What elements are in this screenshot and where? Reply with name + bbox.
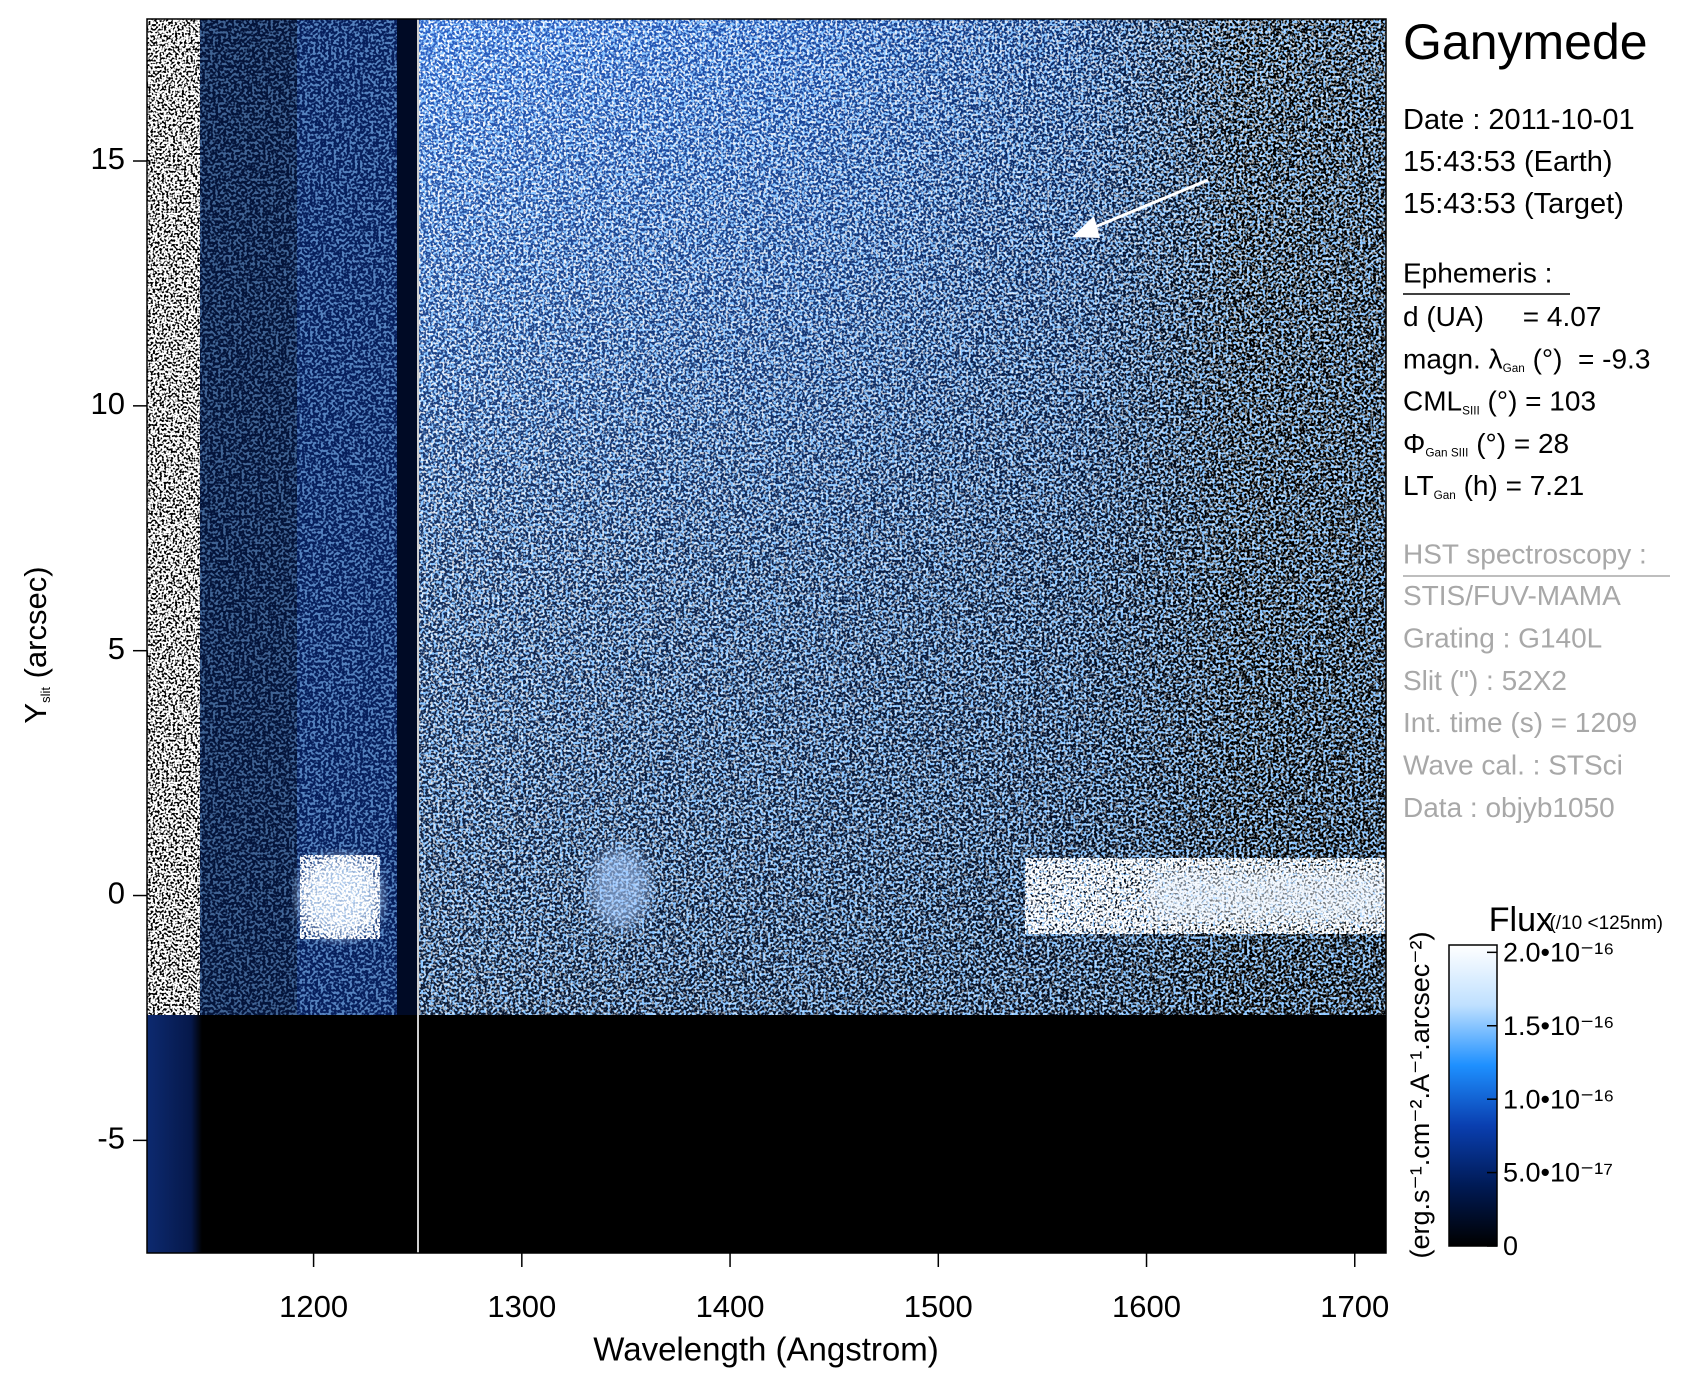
y-tick-label: 10	[91, 386, 125, 421]
date-line: Date : 2011-10-01	[1403, 104, 1635, 136]
x-tick-label: 1500	[904, 1289, 973, 1324]
ephemeris-line: ΦGan SIII (°) = 28	[1403, 428, 1569, 460]
hst-line: STIS/FUV-MAMA	[1403, 580, 1621, 611]
text-part: Grating : G140L	[1403, 623, 1602, 654]
text-part: Slit (") : 52X2	[1403, 665, 1567, 696]
image-speckle	[200, 19, 297, 1015]
spectrum-image	[147, 19, 1386, 1253]
colorbar-title: Flux	[1489, 901, 1553, 939]
arrow	[1089, 178, 1209, 231]
text-part: Date : 2011-10-01	[1403, 104, 1635, 136]
x-tick-label: 1600	[1112, 1289, 1181, 1324]
colorbar-label: (erg.s⁻¹.cm⁻².A⁻¹.arcsec⁻²)	[1405, 931, 1435, 1258]
text-part: CML	[1403, 386, 1462, 417]
text-part: (°) = 103	[1480, 386, 1596, 417]
y-tick-label: 15	[91, 141, 125, 176]
ephemeris-title: Ephemeris :	[1403, 257, 1552, 288]
colorbar-tick-label: 1.0•10⁻¹⁶	[1503, 1084, 1614, 1114]
x-tick-label: 1200	[279, 1289, 348, 1324]
arrow-head	[1072, 216, 1100, 238]
hst-line: Int. time (s) = 1209	[1403, 708, 1637, 739]
text-part: magn. λ	[1403, 344, 1503, 375]
text-part: Int. time (s) = 1209	[1403, 708, 1637, 739]
chart-title: Ganymede	[1403, 14, 1648, 70]
y-axis-label: Yslit (arcsec)	[18, 566, 53, 723]
plot-frame	[146, 18, 1387, 1254]
hst-line: Slit (") : 52X2	[1403, 665, 1567, 696]
text-part: Y	[18, 703, 53, 724]
y-tick-label: 5	[108, 631, 125, 666]
ephemeris-line: LTGan (h) = 7.21	[1403, 471, 1584, 503]
x-tick-label: 1300	[487, 1289, 556, 1324]
text-part: Φ	[1403, 428, 1425, 459]
text-part: Data : objyb1050	[1403, 792, 1615, 823]
image-speckle	[297, 19, 397, 1015]
image-speckle	[418, 19, 1386, 1015]
hst-line: Grating : G140L	[1403, 623, 1602, 654]
date-line: 15:43:53 (Target)	[1403, 188, 1624, 220]
y-tick-label: 0	[108, 876, 125, 911]
text-part: (h) = 7.21	[1456, 471, 1584, 502]
colorbar-note: (/10 <125nm)	[1549, 913, 1663, 934]
colorbar-tick-label: 1.5•10⁻¹⁶	[1503, 1011, 1614, 1041]
text-part: Wave cal. : STSci	[1403, 750, 1623, 781]
text-part: d (UA) = 4.07	[1403, 301, 1601, 332]
subscript: SIII	[1462, 405, 1480, 418]
text-part: LT	[1403, 471, 1434, 502]
hst-title: HST spectroscopy :	[1403, 538, 1647, 569]
x-tick-label: 1700	[1320, 1289, 1389, 1324]
ephemeris-line: d (UA) = 4.07	[1403, 301, 1601, 332]
text-part: (°) = 28	[1468, 428, 1569, 459]
ephemeris-line: magn. λGan (°) = -9.3	[1403, 344, 1650, 376]
date-line: 15:43:53 (Earth)	[1403, 146, 1613, 178]
hst-line: Data : objyb1050	[1403, 792, 1615, 823]
text-part: (arcsec)	[18, 566, 53, 687]
image-region	[147, 1015, 1386, 1253]
image-region	[397, 19, 418, 1015]
colorbar	[1448, 944, 1498, 1247]
x-tick-label: 1400	[696, 1289, 765, 1324]
x-axis-label: Wavelength (Angstrom)	[593, 1331, 938, 1368]
subscript: Gan	[1434, 489, 1456, 502]
colorbar-tick-label: 2.0•10⁻¹⁶	[1503, 937, 1614, 967]
colorbar-tick-label: 0	[1503, 1231, 1518, 1261]
image-bright-spot	[1150, 872, 1386, 920]
subscript: Gan SIII	[1425, 447, 1468, 460]
text-part: STIS/FUV-MAMA	[1403, 580, 1621, 611]
image-bright-spot	[590, 848, 650, 928]
ephemeris-line: CMLSIII (°) = 103	[1403, 386, 1596, 418]
subscript: Gan	[1503, 362, 1525, 375]
y-tick-label: -5	[97, 1121, 125, 1156]
hst-line: Wave cal. : STSci	[1403, 750, 1623, 781]
subscript: slit	[38, 687, 53, 703]
image-speckle	[147, 19, 200, 1015]
text-part: 15:43:53 (Target)	[1403, 188, 1624, 220]
image-speckle	[300, 855, 380, 939]
text-part: 15:43:53 (Earth)	[1403, 146, 1613, 178]
colorbar-tick-label: 5.0•10⁻¹⁷	[1503, 1158, 1613, 1188]
image-region	[147, 1015, 202, 1253]
text-part: (°) = -9.3	[1525, 344, 1651, 375]
